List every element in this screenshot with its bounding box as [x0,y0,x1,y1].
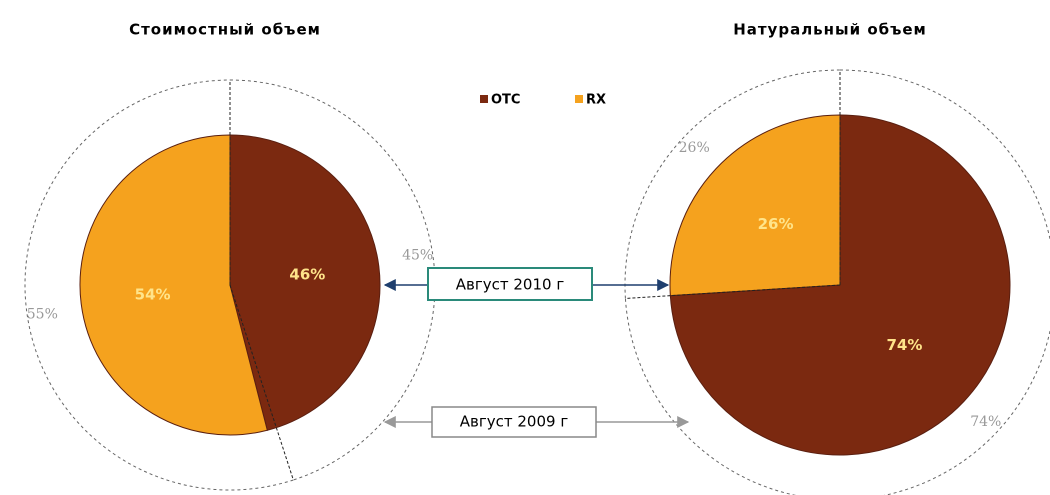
chart-title: Натуральный объем [733,21,927,39]
legend-label: OTC [491,93,520,108]
annotation-box [427,267,593,301]
legend-swatch [480,95,488,103]
outer-value-label: 45% [402,247,433,263]
value-label: 26% [758,215,794,233]
value-label: 54% [135,285,171,303]
outer-value-label: 74% [970,414,1001,430]
annotation: Август 2009 г [460,413,569,431]
legend: OTC RX [480,93,606,108]
pie-slice [229,134,381,431]
value-label: 74% [886,336,922,354]
outer-value-label: 26% [679,140,710,156]
outer-value-label: 55% [27,307,58,323]
pies: Стоимостный объем 46% 54% 45% 55% Натуральный… [24,21,1050,495]
outer-divider [625,284,841,299]
pie-slice [79,134,268,436]
outer-ring-segment [624,69,841,299]
outer-ring-segment [229,79,436,481]
legend-swatch [575,95,583,103]
annotation-box [431,406,597,438]
outer-ring-segment [24,79,294,491]
legend-label: RX [586,93,606,108]
chart-title: Стоимостный объем [129,21,321,39]
value-label: 46% [289,266,325,284]
outer-ring-segment [624,69,1050,495]
annotation: Август 2010 г [456,276,565,294]
outer-divider [229,284,294,481]
pie-slice [669,114,841,297]
